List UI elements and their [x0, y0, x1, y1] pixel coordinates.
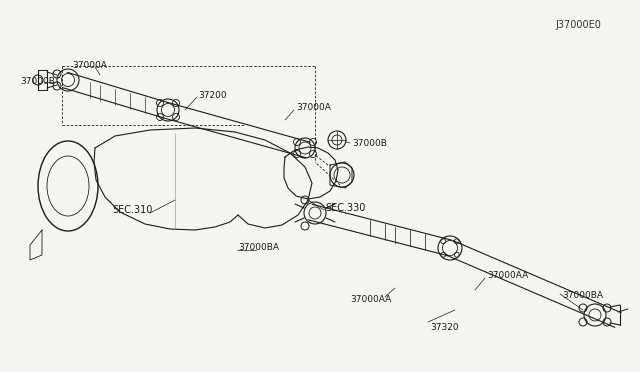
- Text: SEC.310: SEC.310: [112, 205, 152, 215]
- Text: 37000AA: 37000AA: [487, 270, 528, 279]
- Text: 37000AA: 37000AA: [350, 295, 391, 305]
- Text: 37000B: 37000B: [20, 77, 55, 87]
- Text: J37000E0: J37000E0: [555, 20, 601, 30]
- Text: 37000BA: 37000BA: [238, 244, 279, 253]
- Text: 37320: 37320: [430, 324, 459, 333]
- Text: 37200: 37200: [198, 90, 227, 99]
- Text: 37000A: 37000A: [296, 103, 331, 112]
- Text: SEC.330: SEC.330: [325, 203, 365, 213]
- Text: 37000B: 37000B: [352, 138, 387, 148]
- Text: 37000BA: 37000BA: [562, 291, 603, 299]
- Text: 37000A: 37000A: [72, 61, 107, 70]
